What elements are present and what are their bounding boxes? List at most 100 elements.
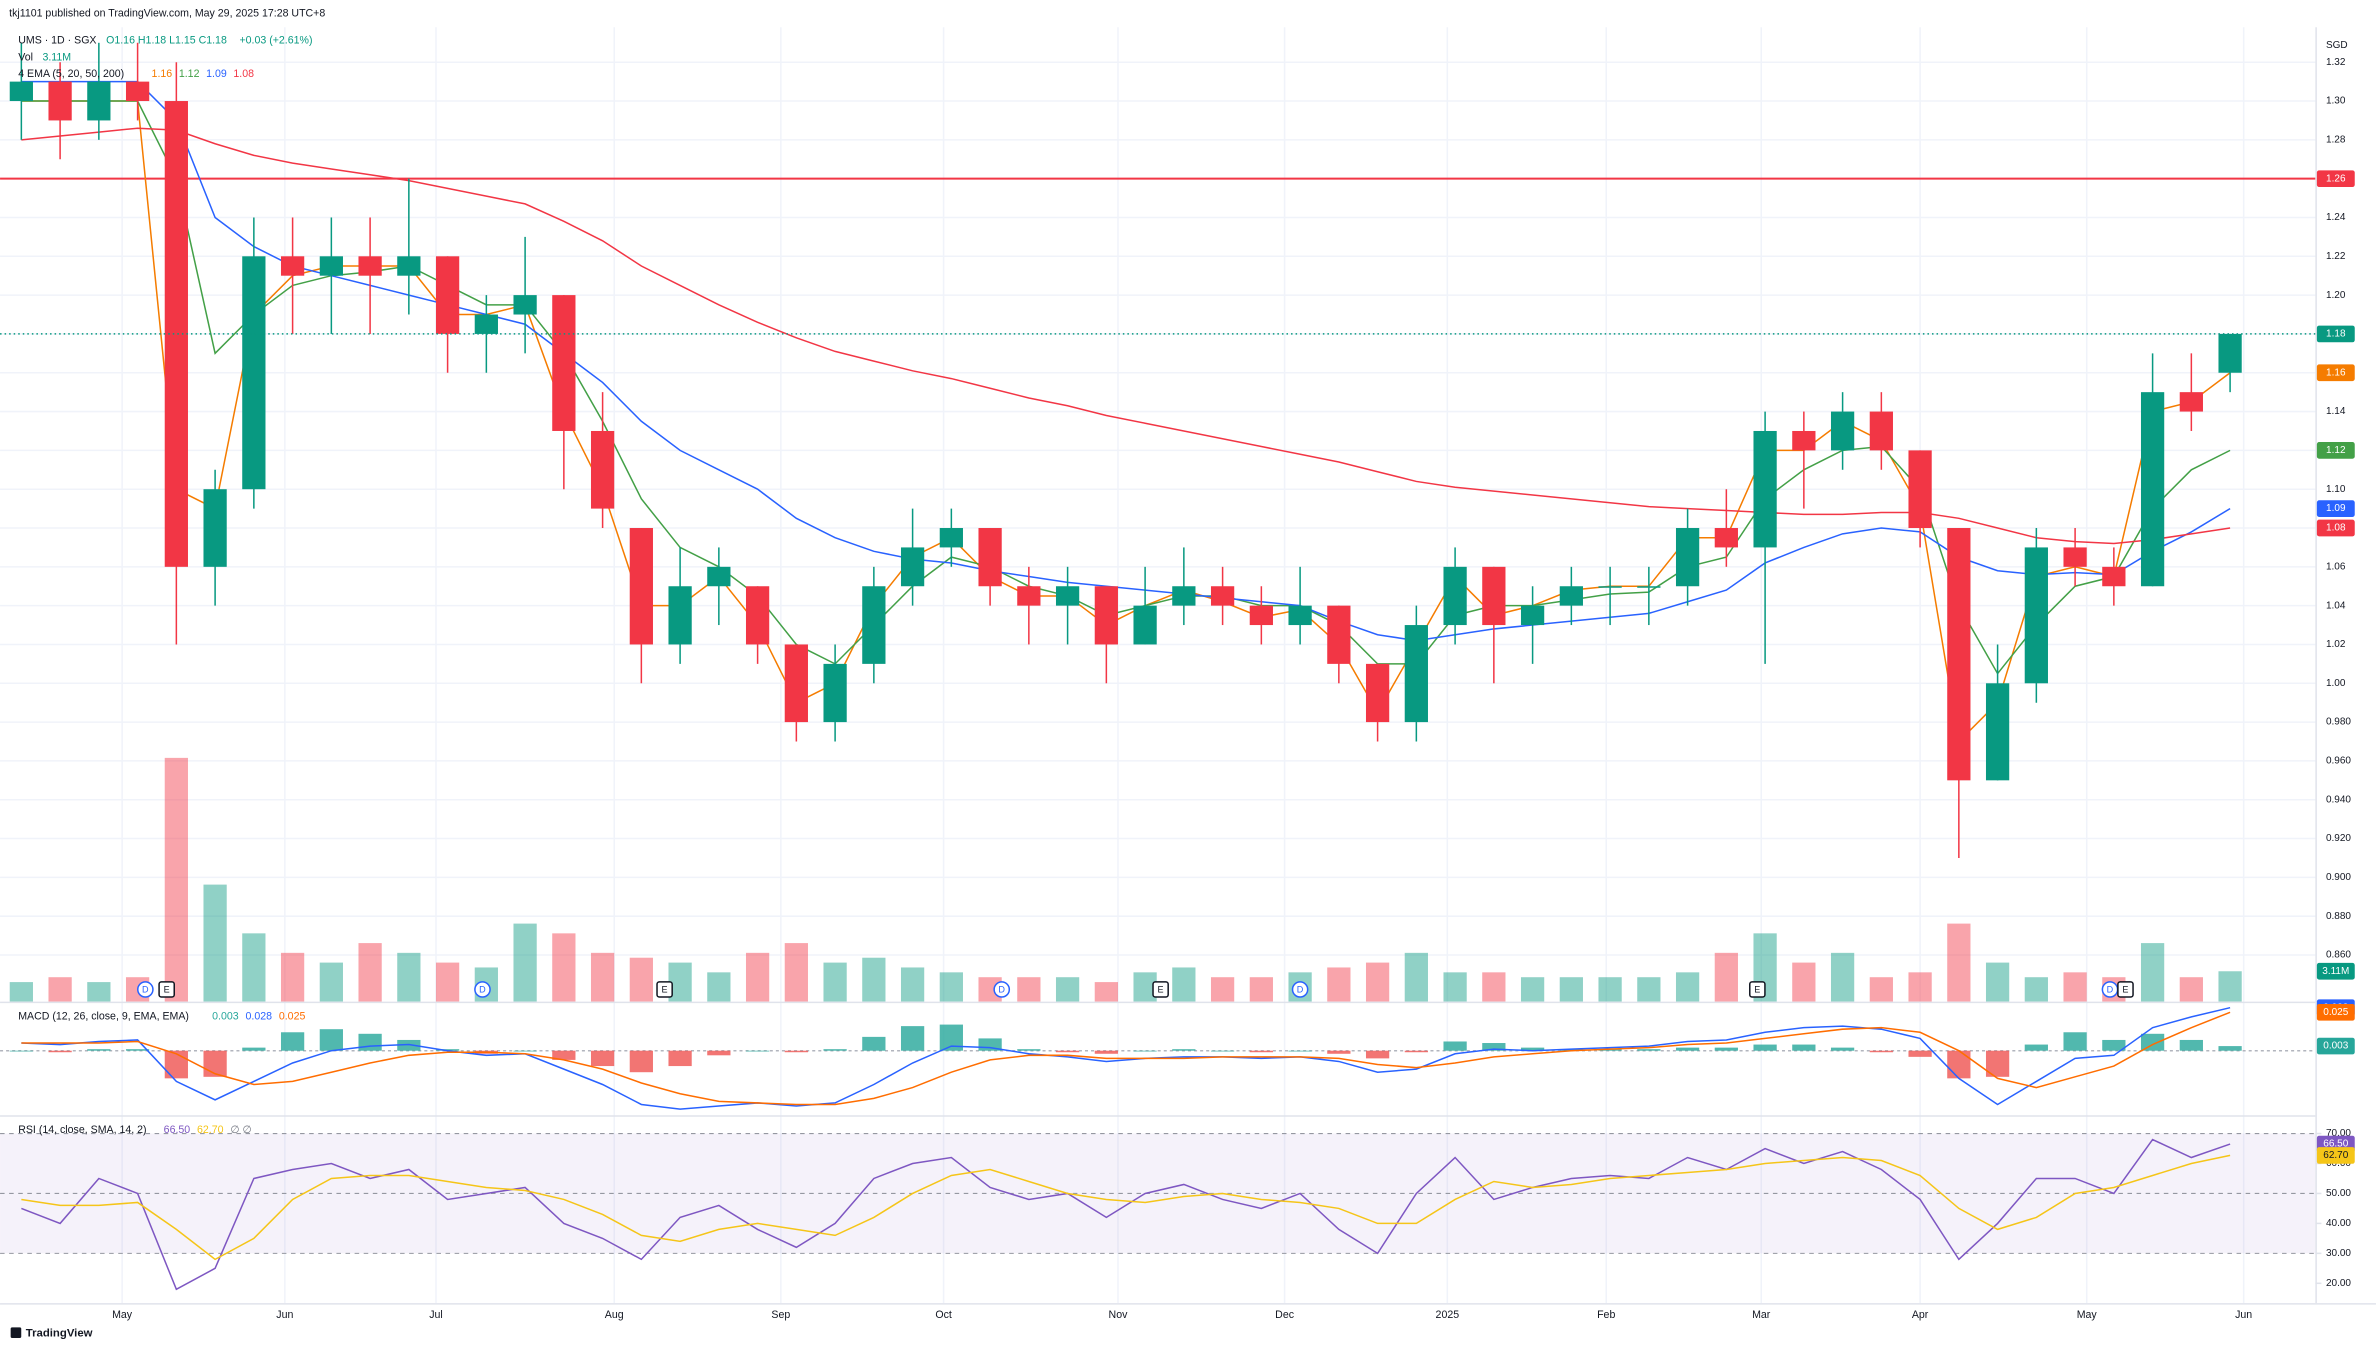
macd-histogram-bar (397, 1039, 421, 1051)
macd-histogram-bar (1404, 1050, 1428, 1053)
volume-bar (707, 972, 731, 1002)
candle-body (1482, 566, 1506, 626)
macd-histogram-bar (629, 1050, 653, 1073)
macd-tag-bg (2316, 1037, 2355, 1055)
x-tick-label: Aug (605, 1309, 624, 1321)
macd-histogram-bar (9, 1050, 33, 1052)
candle-body (2218, 333, 2242, 373)
candle-body (745, 586, 770, 645)
candle-body (823, 663, 847, 723)
volume-bar (590, 952, 615, 1002)
rsi-legend-value: 66.50 (164, 1124, 191, 1136)
ema-legend-value: 1.09 (206, 68, 227, 80)
x-tick-label: Jun (276, 1309, 293, 1321)
volume-tag-bg (2316, 962, 2355, 980)
event-label: E (1754, 985, 1760, 995)
y-tick-label: 1.20 (2326, 290, 2346, 301)
ohlc: O1.16 H1.18 L1.15 C1.18 (106, 35, 227, 47)
macd-histogram-bar (784, 1050, 808, 1053)
macd-histogram-bar (707, 1050, 731, 1056)
macd-histogram-bar (1598, 1049, 1622, 1051)
rsi-tick-label: 40.00 (2326, 1218, 2351, 1229)
candle-body (1404, 625, 1428, 723)
macd-histogram-bar (1637, 1049, 1661, 1051)
volume-bar (1327, 967, 1351, 1002)
volume-bar (203, 884, 227, 1002)
event-label: D (142, 985, 149, 995)
volume-bar (242, 933, 266, 1002)
volume-bar (2024, 977, 2048, 1002)
volume-value: 3.11M (42, 51, 71, 63)
macd-histogram-bar (1869, 1050, 1893, 1053)
y-tick-label: 0.920 (2326, 833, 2351, 844)
event-marker (1152, 981, 1169, 998)
candle-body (1792, 430, 1816, 451)
macd-histogram-bar (1094, 1050, 1118, 1054)
candle-body (1520, 605, 1545, 626)
y-tick-label: 0.900 (2326, 872, 2351, 883)
candle-body (1017, 586, 1041, 606)
volume-bar (358, 943, 382, 1002)
x-tick-label: Oct (935, 1309, 952, 1321)
macd-legend-value: 0.003 (212, 1011, 239, 1023)
macd-histogram-bar (900, 1026, 925, 1051)
x-tick-label: Sep (771, 1309, 790, 1321)
volume-bar (397, 952, 421, 1002)
hline-tag: 1.26 (2326, 173, 2346, 184)
ema-legend-value: 1.08 (233, 68, 254, 80)
y-tick-label: 1.24 (2326, 212, 2346, 223)
candle-body (1908, 450, 1932, 529)
macd-histogram-bar (358, 1033, 382, 1051)
candle-body (2063, 547, 2087, 567)
macd-histogram-bar (552, 1050, 576, 1060)
candle-body (1598, 586, 1622, 588)
ema-tag-bg (2316, 500, 2355, 517)
candle-body (629, 528, 653, 645)
macd-histogram-bar (242, 1047, 266, 1051)
candle-body (1675, 528, 1700, 587)
event-label: D (1297, 985, 1304, 995)
y-tick-label: 0.980 (2326, 717, 2351, 728)
ema-title: 4 EMA (5, 20, 50, 200) (18, 68, 124, 80)
candle-body (1947, 528, 1971, 781)
candle-body (707, 566, 731, 587)
candle-body (862, 586, 886, 664)
candle-body (1985, 683, 2010, 781)
candle-body (1714, 528, 1738, 548)
volume-bar (823, 962, 847, 1002)
macd-tag: 0.025 (2323, 1007, 2348, 1018)
ema-line (21, 100, 2231, 744)
y-tick-label: 1.30 (2326, 96, 2346, 107)
y-tick-label: 1.04 (2326, 600, 2346, 611)
x-tick-label: 2025 (1436, 1309, 1460, 1321)
volume-bar (2140, 943, 2165, 1002)
macd-histogram-bar (1172, 1049, 1196, 1051)
rsi-tick-label: 70.00 (2326, 1128, 2351, 1139)
volume-bar (1869, 977, 1893, 1002)
volume-bar (435, 962, 460, 1002)
macd-tag: 0.003 (2323, 1041, 2348, 1052)
macd-histogram-bar (2179, 1039, 2203, 1051)
volume-bar (1094, 982, 1118, 1002)
event-marker (1749, 981, 1766, 998)
rsi-legend-value: 62.70 (197, 1124, 224, 1136)
ema-legend-value: 1.12 (179, 68, 200, 80)
candle-body (552, 295, 576, 431)
candle-body (2179, 392, 2203, 412)
macd-legend-value: 0.025 (279, 1011, 306, 1023)
macd-histogram-bar (1675, 1047, 1700, 1051)
candle-body (1869, 411, 1893, 451)
rsi-tag: 62.70 (2323, 1150, 2348, 1161)
candle-body (1055, 586, 1080, 606)
volume-bar (2218, 971, 2242, 1002)
macd-histogram-bar (203, 1050, 227, 1077)
y-tick-label: 1.00 (2326, 678, 2346, 689)
volume-bar (164, 757, 188, 1002)
x-tick-label: Nov (1109, 1309, 1129, 1321)
volume-bar (319, 962, 343, 1002)
macd-histogram-bar (1520, 1047, 1545, 1051)
volume-bar (1365, 962, 1390, 1002)
macd-histogram-bar (2140, 1033, 2165, 1051)
